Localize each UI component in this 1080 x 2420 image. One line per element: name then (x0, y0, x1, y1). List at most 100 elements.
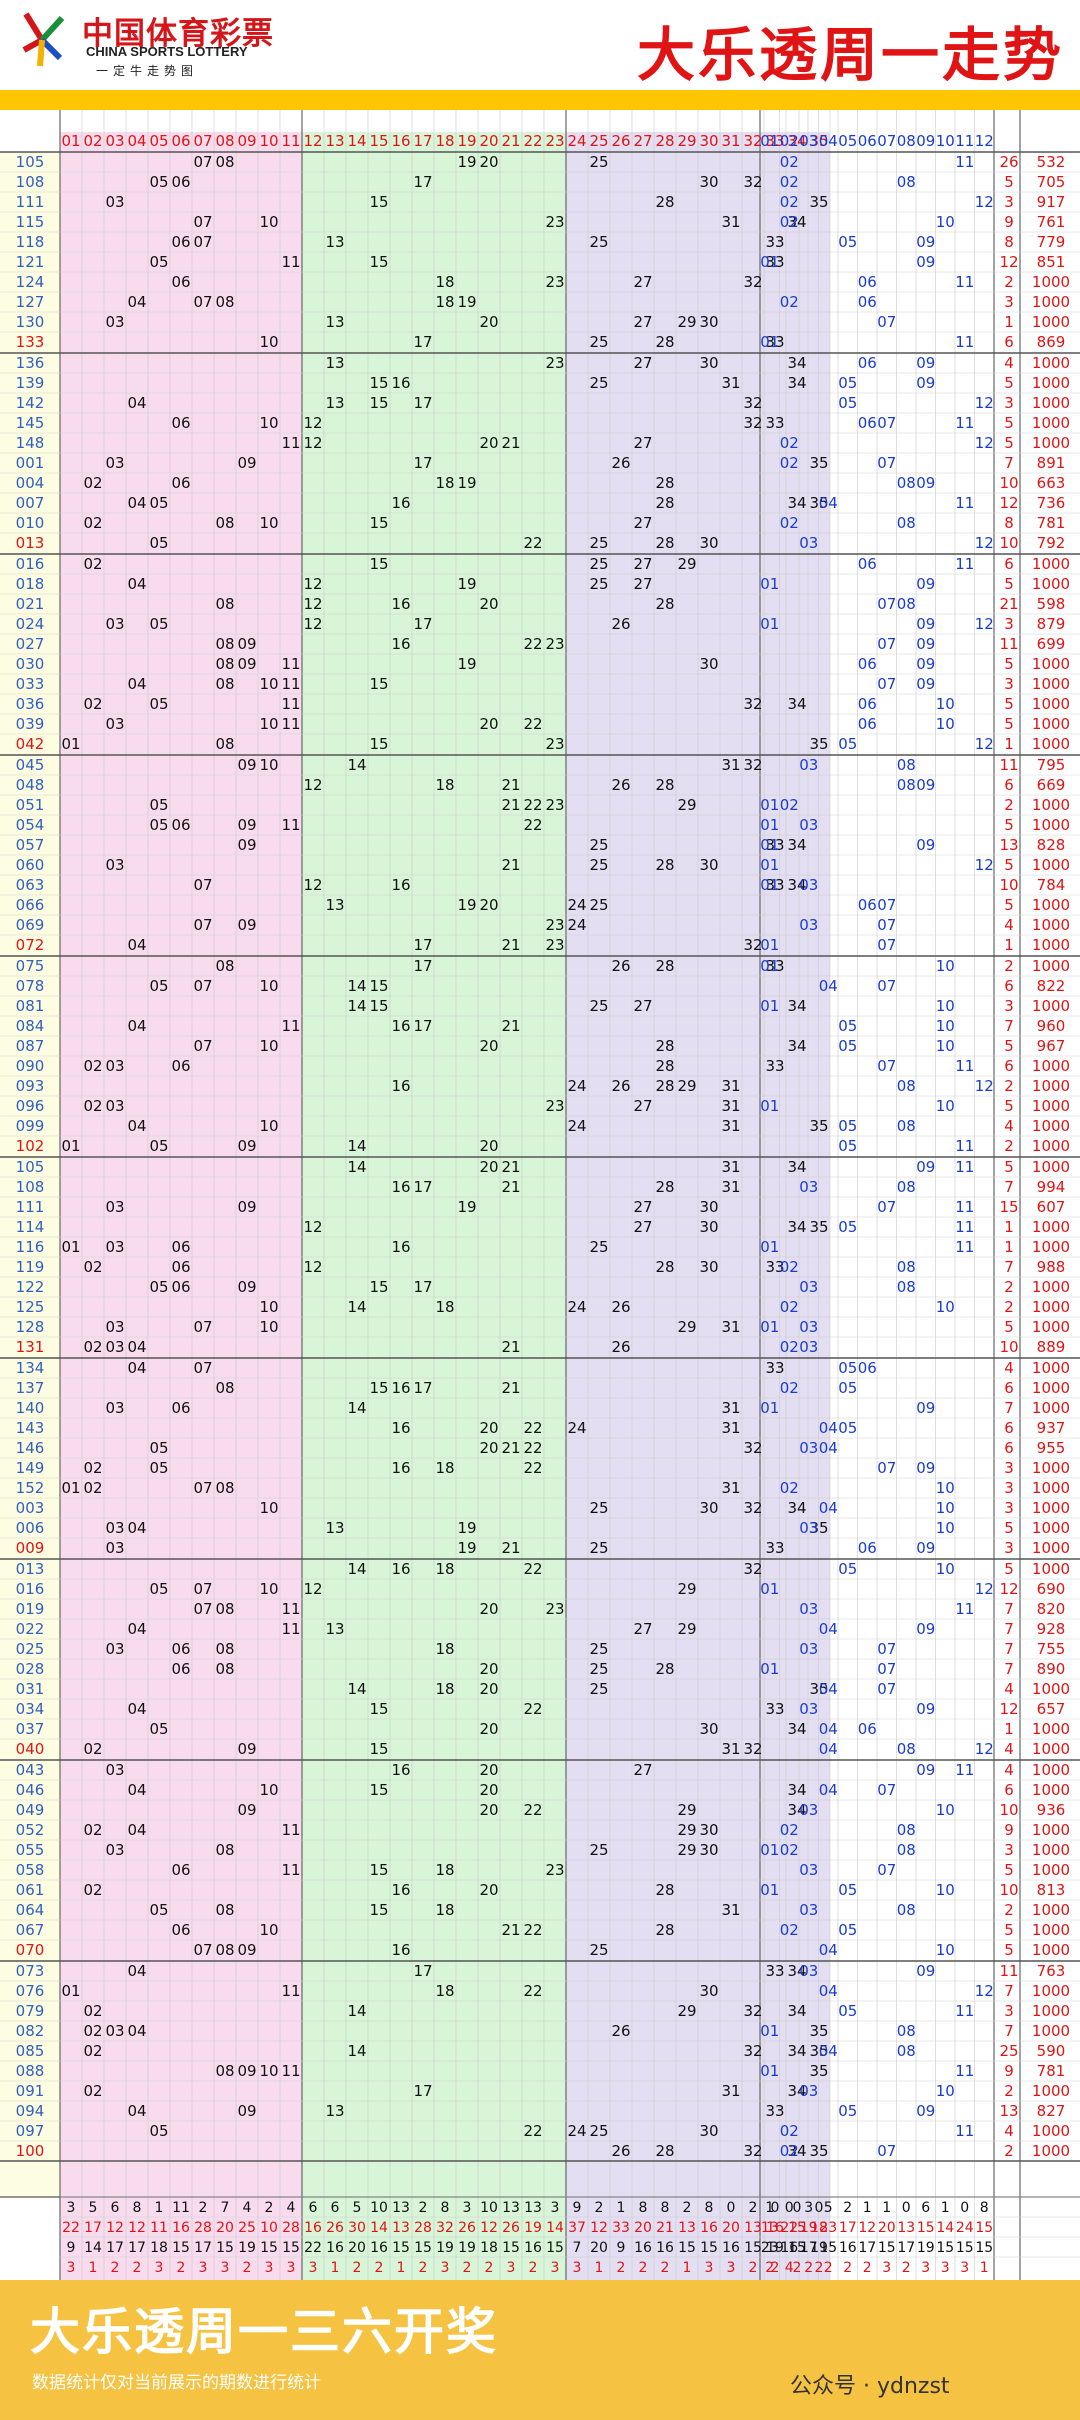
back-stat-value: 4 (785, 2260, 794, 2276)
back-ball: 03 (799, 1338, 818, 1356)
front-ball: 04 (127, 1700, 146, 1718)
back-ball: 11 (955, 1218, 974, 1236)
prize-value: 1000 (1032, 1841, 1070, 1859)
back-stat-value: 22 (780, 2220, 798, 2236)
issue-number: 051 (16, 796, 45, 814)
issue-number: 105 (16, 1158, 45, 1176)
back-ball: 11 (955, 1198, 974, 1216)
issue-number: 143 (16, 1419, 45, 1437)
front-ball: 05 (149, 1137, 168, 1155)
front-ball: 08 (215, 514, 234, 532)
front-ball: 03 (105, 1399, 124, 1417)
front-ball: 35 (809, 454, 828, 472)
front-ball: 14 (347, 997, 366, 1015)
front-stat-value: 10 (370, 2200, 388, 2216)
issue-number: 114 (16, 1218, 45, 1236)
sum-value: 1 (1004, 1720, 1014, 1738)
front-ball: 34 (787, 695, 806, 713)
back-stat-value: 15 (878, 2240, 896, 2256)
front-stat-value: 33 (612, 2220, 630, 2236)
back-ball: 06 (858, 414, 877, 432)
front-ball: 05 (149, 816, 168, 834)
prize-value: 1000 (1032, 1761, 1070, 1779)
back-stat-value: 5 (824, 2200, 833, 2216)
front-ball: 20 (479, 715, 498, 733)
back-ball: 02 (780, 193, 799, 211)
front-stat-value: 2 (595, 2200, 604, 2216)
front-ball: 15 (369, 1700, 388, 1718)
front-ball: 04 (127, 293, 146, 311)
front-column-header: 08 (215, 132, 234, 150)
back-ball: 11 (955, 2062, 974, 2080)
front-ball: 13 (325, 354, 344, 372)
prize-value: 1000 (1032, 1379, 1070, 1397)
front-ball: 15 (369, 1278, 388, 1296)
issue-number: 063 (16, 876, 45, 894)
front-ball: 07 (193, 1580, 212, 1598)
front-ball: 03 (105, 1198, 124, 1216)
back-stat-value: 14 (936, 2220, 954, 2236)
front-stat-value: 30 (348, 2220, 366, 2236)
front-ball: 18 (435, 776, 454, 794)
back-ball: 04 (819, 1620, 838, 1638)
back-ball: 08 (897, 1117, 916, 1135)
front-stat-value: 2 (771, 2260, 780, 2276)
prize-value: 779 (1037, 233, 1066, 251)
front-ball: 25 (589, 1841, 608, 1859)
front-ball: 27 (633, 1761, 652, 1779)
sum-value: 26 (999, 153, 1018, 171)
front-stat-value: 26 (502, 2220, 520, 2236)
front-ball: 11 (281, 675, 300, 693)
front-ball: 10 (259, 2062, 278, 2080)
front-ball: 22 (523, 816, 542, 834)
front-ball: 35 (809, 1519, 828, 1537)
front-stat-value: 13 (392, 2220, 410, 2236)
back-ball: 07 (877, 1861, 896, 1879)
front-ball: 10 (259, 1781, 278, 1799)
front-stat-value: 0 (771, 2200, 780, 2216)
front-ball: 15 (369, 555, 388, 573)
sum-value: 5 (1004, 374, 1014, 392)
sum-value: 5 (1004, 575, 1014, 593)
back-ball: 11 (955, 153, 974, 171)
sum-value: 9 (1004, 2062, 1014, 2080)
issue-number: 030 (16, 655, 45, 673)
sum-value: 7 (1004, 1660, 1014, 1678)
front-ball: 19 (457, 474, 476, 492)
prize-value: 1000 (1032, 1097, 1070, 1115)
prize-value: 917 (1037, 193, 1066, 211)
prize-value: 1000 (1032, 1861, 1070, 1879)
front-ball: 25 (589, 2122, 608, 2140)
back-ball: 09 (916, 2102, 935, 2120)
front-ball: 07 (193, 1359, 212, 1377)
front-ball: 07 (193, 916, 212, 934)
front-column-header: 25 (589, 132, 608, 150)
back-ball: 07 (877, 896, 896, 914)
back-ball: 12 (975, 1580, 994, 1598)
front-ball: 35 (809, 193, 828, 211)
front-stat-value: 2 (617, 2260, 626, 2276)
front-ball: 23 (545, 635, 564, 653)
front-ball: 05 (149, 1459, 168, 1477)
issue-number: 121 (16, 253, 45, 271)
back-ball: 11 (955, 273, 974, 291)
front-ball: 02 (83, 1740, 102, 1758)
back-ball: 01 (760, 1881, 779, 1899)
front-stat-value: 3 (727, 2260, 736, 2276)
front-ball: 05 (149, 494, 168, 512)
front-ball: 05 (149, 977, 168, 995)
front-stat-value: 10 (480, 2200, 498, 2216)
back-ball: 03 (799, 916, 818, 934)
front-ball: 17 (413, 936, 432, 954)
front-ball: 21 (501, 1017, 520, 1035)
back-ball: 06 (858, 655, 877, 673)
front-ball: 02 (83, 1097, 102, 1115)
back-ball: 02 (780, 514, 799, 532)
front-ball: 05 (149, 173, 168, 191)
front-ball: 11 (281, 1620, 300, 1638)
front-ball: 29 (677, 2002, 696, 2020)
front-ball: 13 (325, 896, 344, 914)
prize-value: 822 (1037, 977, 1066, 995)
front-ball: 34 (787, 997, 806, 1015)
back-ball: 05 (838, 2002, 857, 2020)
